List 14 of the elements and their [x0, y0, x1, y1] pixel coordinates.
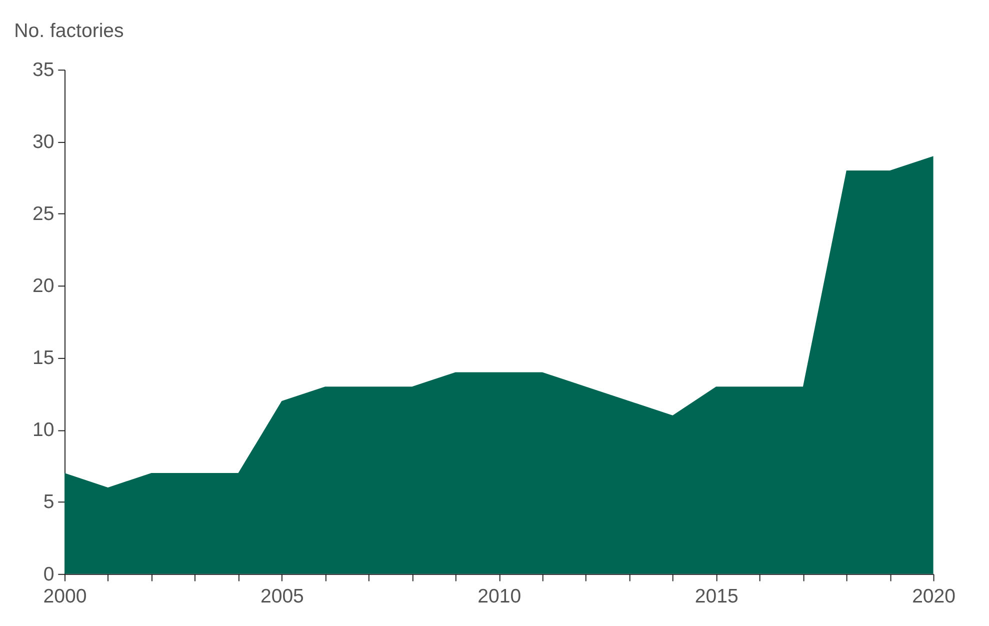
x-tick-label: 2000: [43, 586, 87, 608]
x-tick-label: 2020: [912, 586, 956, 608]
y-tick-label: 0: [43, 563, 54, 586]
y-tick-label: 30: [32, 131, 54, 154]
y-axis-title: No. factories: [14, 20, 124, 42]
y-tick-label: 5: [43, 491, 54, 514]
y-tick-label: 15: [32, 347, 54, 370]
y-tick-label: 20: [32, 275, 54, 298]
x-tick-label: 2010: [478, 586, 522, 608]
x-tick-label: 2005: [260, 586, 304, 608]
y-tick-label: 25: [32, 203, 54, 226]
x-tick-label: 2015: [694, 586, 738, 608]
y-tick-label: 35: [32, 58, 54, 81]
y-tick-label: 10: [32, 419, 54, 442]
